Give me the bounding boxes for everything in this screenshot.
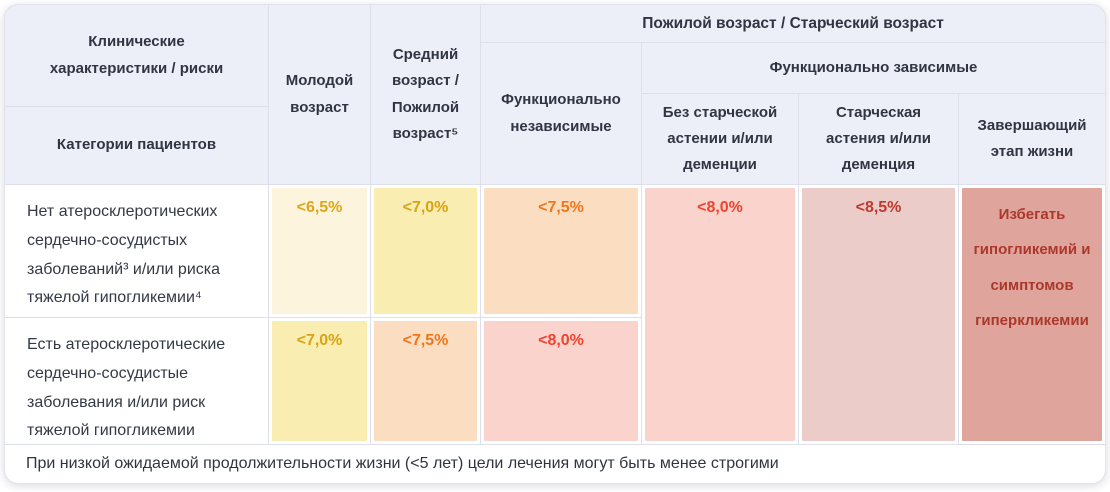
target-value: <8,5% — [802, 188, 955, 441]
value-cell: <6,5% — [269, 185, 370, 317]
value-cell: <7,5% — [481, 185, 641, 317]
target-value: <8,0% — [645, 188, 795, 441]
footer-note: При низкой ожидаемой продолжительности ж… — [5, 445, 1105, 483]
value-cell: <8,0% — [481, 318, 641, 444]
header-clinical-characteristics-label: Клинические характеристики / риски — [5, 5, 268, 107]
value-cell-spanned: Избегать гипогликемий и симптомов гиперк… — [959, 185, 1105, 444]
header-group-elderly-senile: Пожилой возраст / Старческий возраст — [481, 5, 1105, 42]
value-cell: <7,0% — [371, 185, 480, 317]
avoid-hypoglycemia-note: Избегать гипогликемий и симптомов гиперк… — [962, 188, 1102, 441]
header-no-senile-asthenia: Без старческой астении и/или деменции — [642, 94, 798, 184]
target-value: <7,0% — [272, 321, 367, 441]
header-middle-elderly-age: Средний возраст / Пожилой возраст⁵ — [371, 5, 480, 184]
header-group-functionally-dependent: Функционально зависимые — [642, 43, 1105, 93]
target-value: <8,0% — [484, 321, 638, 441]
header-functionally-independent: Функционально независимые — [481, 43, 641, 184]
glycemic-targets-table: Клинические характеристики / риски Катег… — [5, 5, 1105, 483]
value-cell-spanned: <8,0% — [642, 185, 798, 444]
target-value: <7,5% — [374, 321, 477, 441]
header-patient-categories-label: Категории пациентов — [56, 136, 217, 154]
value-cell: <7,5% — [371, 318, 480, 444]
value-cell-spanned: <8,5% — [799, 185, 958, 444]
header-end-of-life: Завершающий этап жизни — [959, 94, 1105, 184]
value-cell: <7,0% — [269, 318, 370, 444]
glycemic-targets-table-card: Клинические характеристики / риски Катег… — [4, 4, 1106, 484]
row-label-has-ascvd: Есть атеросклеротические сердечно-сосуди… — [5, 318, 268, 444]
target-value: <7,5% — [484, 188, 638, 314]
target-value: <6,5% — [272, 188, 367, 314]
target-value: <7,0% — [374, 188, 477, 314]
header-clinical-characteristics: Клинические характеристики / риски Катег… — [5, 5, 268, 184]
header-young-age: Молодой возраст — [269, 5, 370, 184]
header-senile-asthenia: Старческая астения и/или деменция — [799, 94, 958, 184]
row-label-no-ascvd: Нет атеросклеротических сердечно-сосудис… — [5, 185, 268, 317]
